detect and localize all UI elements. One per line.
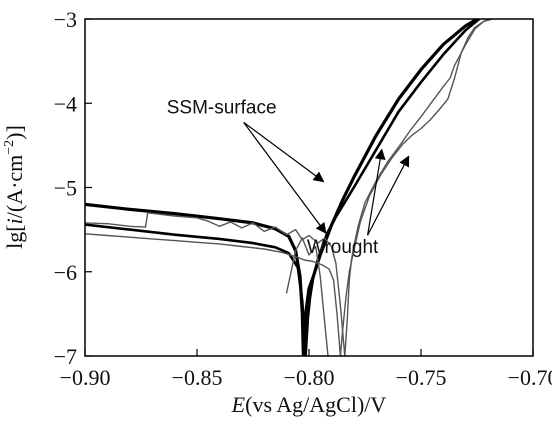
y-tick-label: −7 — [54, 344, 77, 369]
annotation-arrow-wrought — [367, 148, 386, 236]
series-line-wrought-3 — [85, 19, 489, 356]
series-line-wrought-5 — [285, 237, 329, 356]
y-tick-label: −6 — [54, 260, 77, 285]
x-tick-label: −0.70 — [508, 365, 552, 390]
annotation-arrow-ssm-surface — [243, 122, 327, 234]
annotation-wrought: Wrought — [307, 237, 379, 258]
x-tick-label: −0.90 — [60, 365, 111, 390]
annotation-layer: SSM-surface Wrought — [167, 97, 410, 258]
annotation-arrow-wrought — [367, 155, 410, 236]
x-tick-label: −0.80 — [284, 365, 335, 390]
y-tick-label: −5 — [54, 176, 77, 201]
y-tick-label: −3 — [54, 7, 77, 32]
annotation-ssm-surface: SSM-surface — [167, 97, 277, 118]
series-line-ssm-surface-1 — [85, 19, 479, 356]
x-tick-label: −0.75 — [396, 365, 447, 390]
ticks-layer: −0.90 −0.85 −0.80 −0.75 −0.70 −7 −6 −5 −4 −3 — [54, 7, 552, 390]
x-tick-label: −0.85 — [172, 365, 223, 390]
y-axis-title: lg[i/(A·cm−2)] — [2, 125, 27, 249]
series-line-ssm-surface-2 — [85, 19, 481, 356]
y-tick-label: −4 — [54, 91, 77, 116]
series-layer — [85, 19, 494, 356]
series-line-wrought-4 — [85, 19, 494, 356]
annotation-arrow-ssm-surface — [243, 121, 325, 183]
x-axis-title: E(vs Ag/AgCl)/V — [231, 392, 387, 417]
